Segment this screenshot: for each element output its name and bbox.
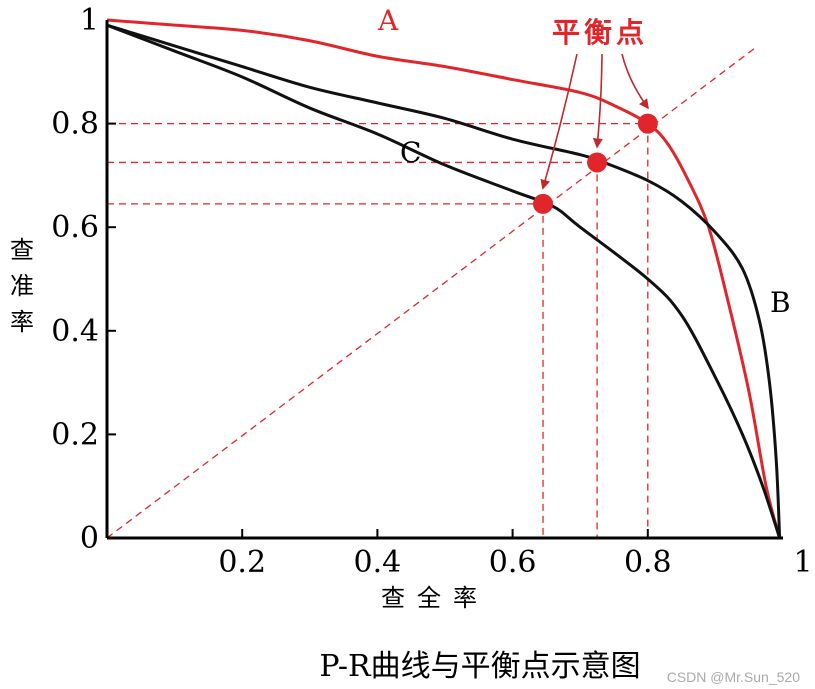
labels: 查全率 查准率 A B C 平衡点 P-R曲线与平衡点示意图 CSDN @Mr.Sun_520 [10, 4, 800, 685]
x-tick-label: 1 [793, 545, 812, 580]
y-axis-title: 查准率 [10, 236, 34, 336]
y-tick-label: 0.2 [51, 417, 99, 452]
curves [106, 18, 782, 539]
y-tick-label: 0 [80, 521, 99, 556]
break-even-point [533, 193, 554, 214]
break-even-label: 平衡点 [552, 16, 648, 49]
break-even-arrow [621, 53, 649, 110]
break-even-point [637, 113, 658, 134]
break-even-arrow [592, 53, 603, 149]
reference-lines [106, 47, 756, 539]
x-tick-label: 0.4 [354, 545, 402, 580]
break-even-points [533, 113, 658, 214]
curve-label-b: B [770, 286, 791, 319]
curve-a [106, 18, 782, 539]
y-tick-label: 0.6 [51, 210, 99, 245]
curve-label-a: A [377, 4, 399, 37]
x-tick-label: 0.8 [624, 545, 672, 580]
x-tick-label: 0.6 [489, 545, 537, 580]
y-tick-label: 0.8 [51, 107, 99, 142]
x-axis-title: 查全率 [381, 584, 489, 612]
y-tick-label: 1 [80, 3, 99, 38]
break-even-arrow [540, 53, 578, 190]
y-tick-label: 0.4 [51, 314, 99, 349]
break-even-point [587, 152, 608, 173]
diagonal-reference-line [106, 47, 756, 539]
figure-caption: P-R曲线与平衡点示意图 [319, 649, 640, 684]
axes: 0 0.2 0.4 0.6 0.8 1 0.2 0.4 0.6 0.8 1 [51, 3, 812, 580]
curve-label-c: C [400, 136, 421, 169]
watermark: CSDN @Mr.Sun_520 [667, 669, 800, 685]
x-tick-label: 0.2 [218, 545, 266, 580]
